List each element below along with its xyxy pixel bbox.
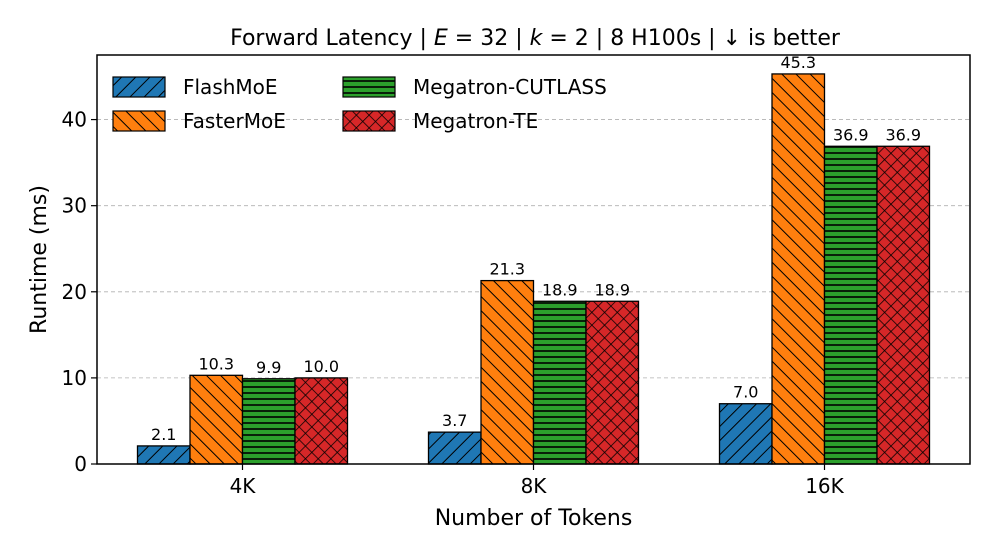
data-label: 3.7 (442, 411, 467, 430)
legend-label: FlashMoE (183, 75, 278, 99)
data-label: 7.0 (733, 383, 758, 402)
y-tick-label: 10 (62, 366, 87, 390)
legend-swatch (342, 76, 396, 98)
data-label: 36.9 (833, 125, 869, 144)
bar-flashmoe-8k (427, 431, 482, 465)
bar-megatron-te-16k (876, 145, 931, 465)
bar-megatron-cutlass-16k (823, 145, 878, 465)
bar-flashmoe-16k (718, 403, 773, 465)
data-label: 2.1 (151, 425, 176, 444)
legend-swatch (342, 110, 396, 132)
data-labels-group: 2.1 10.3 9.9 10.0 3.7 21.3 18.9 18.9 7.0 45.3 36.9… (151, 53, 921, 444)
data-label: 9.9 (256, 358, 281, 377)
chart-title: Forward Latency | E = 32 | k = 2 | 8 H10… (230, 26, 841, 51)
x-axis-title: Number of Tokens (435, 506, 633, 531)
bar-fastermoe-16k (771, 73, 826, 465)
bar-megatron-cutlass-4k (241, 378, 296, 465)
data-label: 18.9 (542, 280, 578, 299)
x-tick-label: 16K (805, 474, 844, 498)
legend-label: Megatron-CUTLASS (413, 75, 607, 99)
bars-group (136, 73, 931, 465)
y-tick-label: 0 (74, 452, 87, 476)
y-axis-title: Runtime (ms) (27, 185, 52, 334)
legend-label: FasterMoE (183, 109, 286, 133)
legend-label: Megatron-TE (413, 109, 538, 133)
y-axis: 0 10 20 30 40 (62, 108, 97, 476)
data-label: 10.3 (198, 354, 234, 373)
bar-megatron-cutlass-8k (532, 300, 587, 465)
x-tick-label: 4K (230, 474, 257, 498)
data-label: 21.3 (489, 260, 525, 279)
y-tick-label: 40 (62, 108, 87, 132)
data-label: 36.9 (885, 125, 921, 144)
bar-fastermoe-4k (189, 374, 244, 465)
bar-megatron-te-8k (585, 300, 640, 465)
data-label: 45.3 (780, 53, 816, 72)
legend-swatch (112, 76, 166, 98)
y-tick-label: 20 (62, 280, 87, 304)
x-tick-label: 8K (521, 474, 548, 498)
bar-flashmoe-4k (136, 445, 191, 465)
y-tick-label: 30 (62, 194, 87, 218)
legend-swatch (112, 110, 166, 132)
legend: FlashMoE FasterMoE Megatron-CUTLASS Megatro… (112, 75, 607, 133)
x-axis: 4K 8K 16K (230, 464, 845, 498)
bar-fastermoe-8k (480, 279, 535, 465)
bar-megatron-te-4k (294, 377, 349, 465)
data-label: 18.9 (594, 280, 630, 299)
data-label: 10.0 (303, 357, 339, 376)
